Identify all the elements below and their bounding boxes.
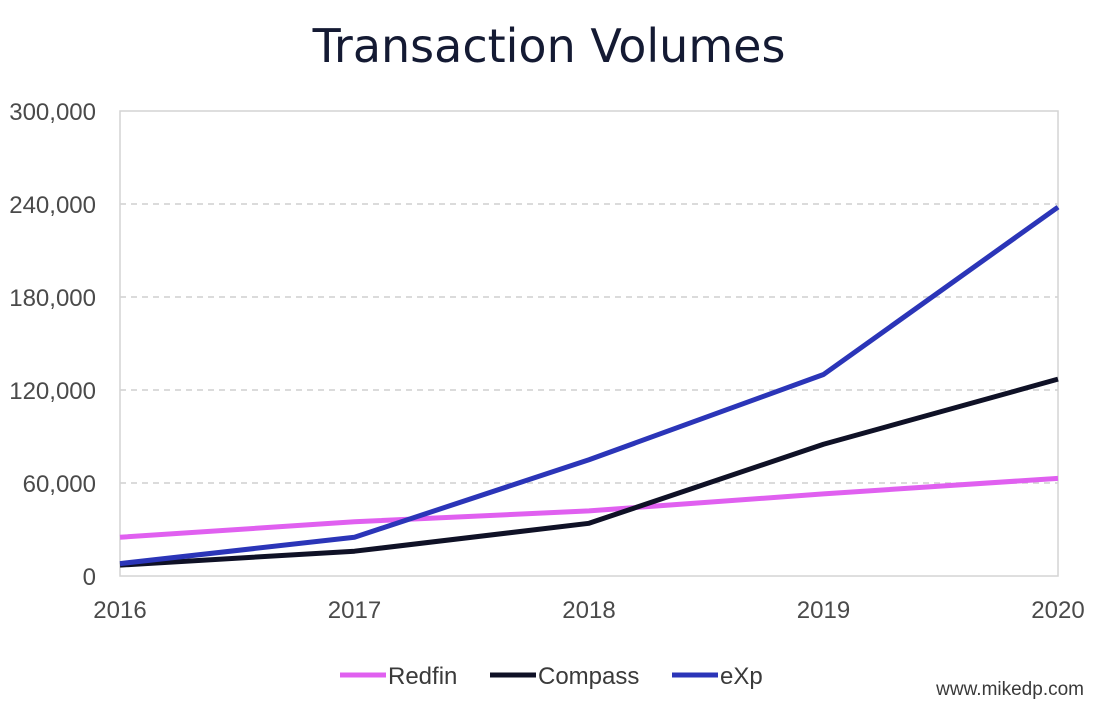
x-tick-label: 2018 — [562, 597, 615, 624]
x-tick-label: 2017 — [328, 597, 381, 624]
x-axis-ticks: 2016 2017 2018 2019 2020 — [93, 597, 1084, 624]
y-tick-label: 240,000 — [9, 192, 96, 219]
y-tick-label: 60,000 — [23, 471, 96, 498]
y-tick-label: 180,000 — [9, 285, 96, 312]
x-tick-label: 2020 — [1031, 597, 1084, 624]
y-tick-label: 300,000 — [9, 99, 96, 126]
chart-title: Transaction Volumes — [312, 19, 786, 73]
y-axis-ticks: 0 60,000 120,000 180,000 240,000 300,000 — [9, 99, 96, 591]
x-tick-label: 2019 — [797, 597, 850, 624]
grid-lines — [120, 203, 1058, 484]
legend: Redfin Compass eXp — [340, 663, 763, 690]
legend-label-compass: Compass — [538, 663, 639, 690]
credit-text: www.mikedp.com — [935, 679, 1084, 700]
plot-border — [119, 110, 1059, 577]
legend-label-exp: eXp — [720, 663, 763, 690]
series-line-exp — [119, 205, 1060, 567]
y-tick-label: 120,000 — [9, 378, 96, 405]
series-line-redfin — [119, 475, 1059, 540]
plot-area — [119, 110, 1059, 577]
legend-label-redfin: Redfin — [388, 663, 457, 690]
series-lines — [119, 205, 1060, 568]
x-tick-label: 2016 — [93, 597, 146, 624]
y-tick-label: 0 — [83, 564, 96, 591]
series-line-compass — [119, 376, 1059, 568]
